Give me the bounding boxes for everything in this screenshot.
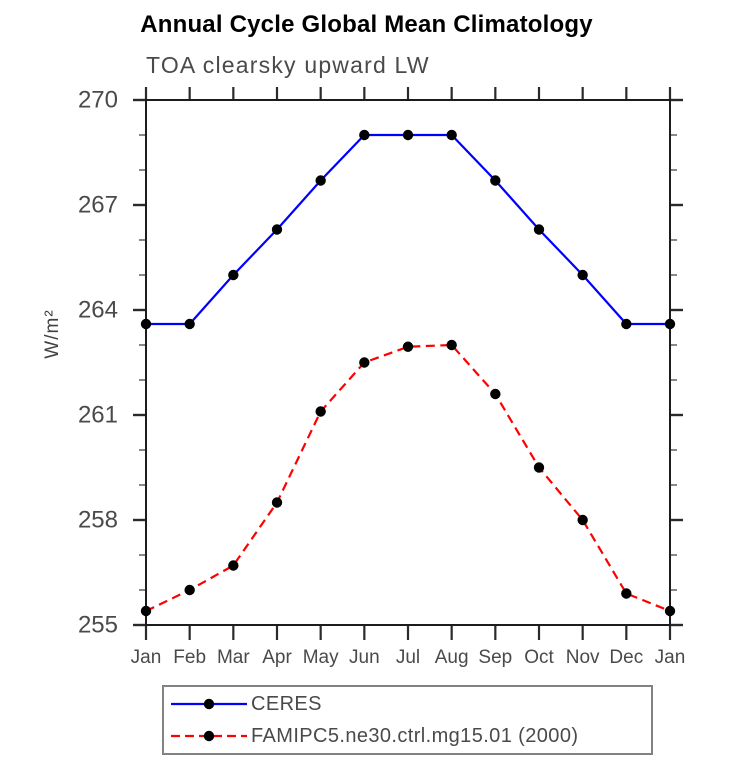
- legend-marker-icon: [203, 730, 215, 742]
- chart-plot-area: 255 258 261 264 267 270 Jan Feb Mar Apr May Jun Jul A…: [42, 87, 685, 669]
- axis-tick-labels: 255 258 261 264 267 270 Jan Feb Mar Apr May Jun Jul A…: [78, 87, 685, 669]
- data-point-marker: [490, 388, 501, 400]
- legend-line-sample-dashed: [171, 730, 247, 742]
- data-point-marker: [271, 224, 283, 235]
- data-point-marker: [664, 318, 676, 330]
- data-point-marker: [271, 497, 283, 508]
- x-tick-label: Oct: [524, 647, 554, 668]
- data-point-marker: [533, 224, 545, 235]
- data-point-marker: [140, 318, 152, 330]
- data-point-marker: [315, 406, 326, 417]
- legend-label-model: FAMIPC5.ne30.ctrl.mg15.01 (2000): [251, 724, 579, 747]
- data-point-marker: [664, 605, 676, 617]
- data-point-marker: [140, 605, 152, 617]
- data-point-marker: [402, 341, 414, 352]
- data-point-marker: [184, 584, 195, 596]
- data-point-marker: [577, 269, 588, 281]
- data-point-marker: [184, 318, 195, 330]
- x-tick-label: Sep: [478, 647, 512, 668]
- data-point-marker: [359, 357, 370, 368]
- legend-label-ceres: CERES: [251, 692, 322, 715]
- x-tick-label: Jan: [131, 647, 162, 668]
- data-point-marker: [621, 588, 632, 599]
- x-tick-label: May: [303, 647, 339, 668]
- y-tick-label: 258: [78, 507, 118, 534]
- y-tick-label: 255: [78, 612, 118, 639]
- x-tick-label: Jul: [396, 647, 420, 668]
- data-point-marker: [228, 269, 239, 281]
- data-series: [140, 129, 676, 617]
- data-point-marker: [621, 318, 632, 330]
- data-point-marker: [315, 175, 326, 186]
- plot-frame: [145, 99, 671, 626]
- y-tick-label: 267: [78, 192, 118, 219]
- data-point-marker: [490, 175, 501, 186]
- x-tick-label: Jan: [655, 647, 686, 668]
- legend-entry-ceres: CERES: [164, 690, 651, 718]
- series-line-0: [146, 133, 670, 326]
- legend: CERES FAMIPC5.ne30.ctrl.mg15.01 (2000): [162, 685, 653, 755]
- data-point-marker: [402, 129, 414, 141]
- data-point-marker: [359, 129, 370, 141]
- x-tick-label: Jun: [349, 647, 380, 668]
- data-point-marker: [446, 129, 457, 141]
- legend-marker-icon: [203, 698, 215, 710]
- series-line-1: [145, 343, 671, 613]
- x-tick-label: Apr: [262, 647, 292, 668]
- y-tick-label: 270: [78, 87, 118, 114]
- legend-entry-model: FAMIPC5.ne30.ctrl.mg15.01 (2000): [164, 722, 651, 750]
- chart-title: Annual Cycle Global Mean Climatology: [140, 11, 593, 38]
- chart-subtitle: TOA clearsky upward LW: [146, 52, 430, 78]
- axis-ticks: [133, 87, 683, 640]
- x-tick-label: Feb: [173, 647, 206, 668]
- y-tick-label: 264: [78, 297, 118, 324]
- x-tick-label: Nov: [566, 647, 600, 668]
- data-point-marker: [228, 560, 239, 571]
- data-point-marker: [446, 339, 457, 351]
- legend-line-sample-solid: [171, 698, 247, 710]
- data-point-marker: [577, 514, 588, 526]
- y-axis-title: W/m²: [42, 309, 63, 358]
- x-tick-label: Dec: [609, 647, 643, 668]
- x-tick-label: Mar: [217, 647, 250, 668]
- data-point-marker: [533, 462, 545, 473]
- y-tick-label: 261: [78, 402, 118, 429]
- x-tick-label: Aug: [435, 647, 469, 668]
